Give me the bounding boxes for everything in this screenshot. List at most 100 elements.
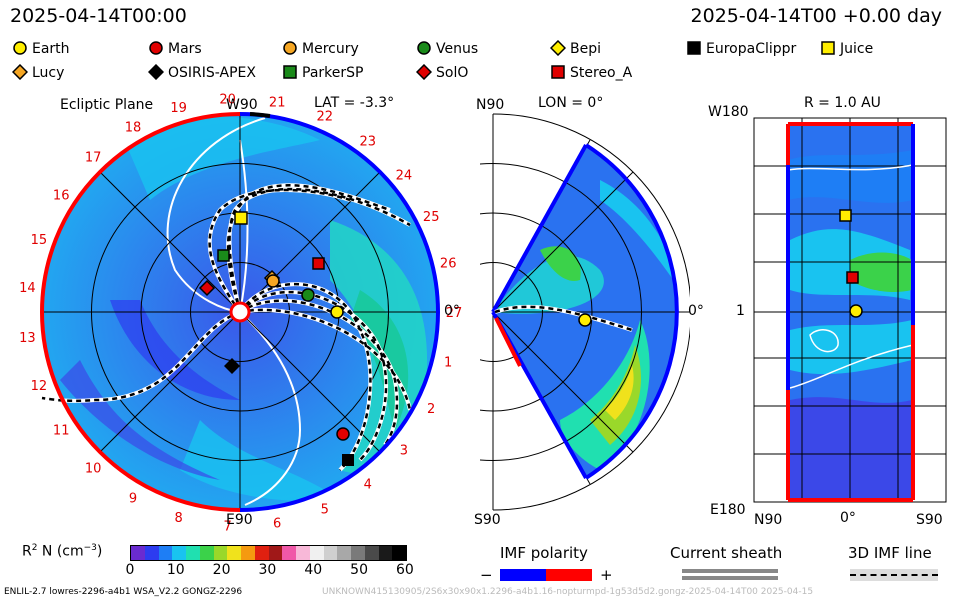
legend-label: ParkerSP [302,65,364,81]
sector-label: 27 [446,306,463,321]
legend-item-parkersp: ParkerSP [282,64,363,81]
radial-stereo-a-marker [846,271,859,284]
imf-plus: + [600,566,613,584]
colorbar-segment [364,546,379,560]
ecliptic-lat-label: LAT = -3.3° [314,95,395,111]
current-sheath-swatch-top [682,569,778,573]
venus-marker [301,288,315,302]
footer-model: ENLIL-2.7 lowres-2296-a4b1 WSA_V2.2 GONG… [4,587,243,597]
legend-label: Juice [840,41,874,57]
radial-bottom-left: E180 [710,502,746,518]
mercury-marker [266,274,280,288]
legend-item-mercury: Mercury [282,40,359,57]
colorbar-segment [241,546,255,560]
ecliptic-top-label: W90 [226,97,258,113]
radial-panel [753,117,947,503]
colorbar-segment [392,546,406,560]
sector-label: 22 [317,110,334,125]
colorbar-tick: 40 [304,562,323,578]
colorbar-segment [227,546,241,560]
legend-label: Venus [436,41,479,57]
colorbar-label: R2 N (cm−3) [22,543,103,560]
radial-x-left: N90 [754,512,783,528]
legend-label: SolO [436,65,469,81]
europaclippr-marker [342,454,354,466]
square-icon [687,41,701,55]
circle-icon [149,41,163,55]
radial-x-mid: 0° [840,510,856,526]
radial-r-label: R = 1.0 AU [804,95,881,111]
sector-label: 4 [364,478,372,493]
diamond-icon [11,63,29,81]
sector-label: 2 [427,402,435,417]
sector-label: 16 [53,188,70,203]
colorbar-tick: 60 [396,562,414,578]
radial-x-right: S90 [916,512,943,528]
colorbar-segment [254,546,269,560]
colorbar-segment [199,546,214,560]
colorbar-segment [378,546,393,560]
time-left: 2025-04-14T00:00 [10,5,187,27]
legend-label: EuropaClippr [706,41,797,57]
juice-marker [234,211,248,225]
legend-label: Mercury [302,41,359,57]
sector-label: 14 [19,281,36,296]
ecliptic-right-label: 0° [444,303,460,319]
imf-line-title: 3D IMF line [848,544,932,562]
circle-icon [283,41,297,55]
colorbar-segment [131,546,145,560]
sector-label: 1 [444,355,452,370]
legend-label: Mars [168,41,202,57]
polarity-arc-negative [40,112,241,512]
square-icon [283,65,297,79]
colorbar-segment [144,546,159,560]
sector-label: 18 [125,121,142,136]
imf-line-swatch [850,574,938,576]
diamond-icon [415,63,433,81]
sector-label: 11 [53,424,70,439]
sector-label: 3 [400,444,408,459]
solo-marker [198,279,216,297]
legend-item-europaclippr: EuropaClippr [686,40,796,57]
colorbar-segment [268,546,283,560]
meridional-bottom-left: S90 [474,512,501,528]
legend-label: OSIRIS-APEX [168,65,256,81]
sector-label: 7 [223,520,231,532]
colorbar-tick: 30 [258,562,277,578]
sector-label: 15 [31,233,48,248]
meridional-lon-label: LON = 0° [538,95,604,111]
diamond-icon [147,63,165,81]
colorbar-tick: 0 [125,562,135,578]
colorbar-segment [158,546,173,560]
colorbar-segment [213,546,228,560]
ecliptic-markers [198,211,354,466]
sector-label: 13 [19,331,36,346]
imf-polarity-title: IMF polarity [500,544,588,562]
radial-top-left: W180 [708,104,749,120]
current-sheath-title: Current sheath [670,544,783,562]
earth-marker [330,305,344,319]
mars-marker [336,427,350,441]
sector-label: 12 [31,379,48,394]
diamond-icon [549,39,567,57]
sector-label: 6 [273,517,281,532]
sector-label: 21 [269,95,286,110]
sector-label: 23 [360,134,377,149]
legend-item-earth: Earth [12,40,70,57]
polarity-arc-positive [239,112,440,512]
legend-item-stereo-a: Stereo_A [550,64,632,81]
parkersp-marker [217,249,230,262]
square-icon [551,65,565,79]
legend-item-solo: SolO [415,63,469,81]
sector-label: 19 [170,101,187,116]
colorbar [130,545,407,561]
imf-minus: − [480,566,493,584]
sector-label: 26 [440,257,457,272]
legend-item-bepi: Bepi [549,39,601,57]
legend-item-osiris-apex: OSIRIS-APEX [147,63,256,81]
circle-icon [417,41,431,55]
legend-label: Earth [32,41,70,57]
sector-label: 20 [219,92,236,107]
